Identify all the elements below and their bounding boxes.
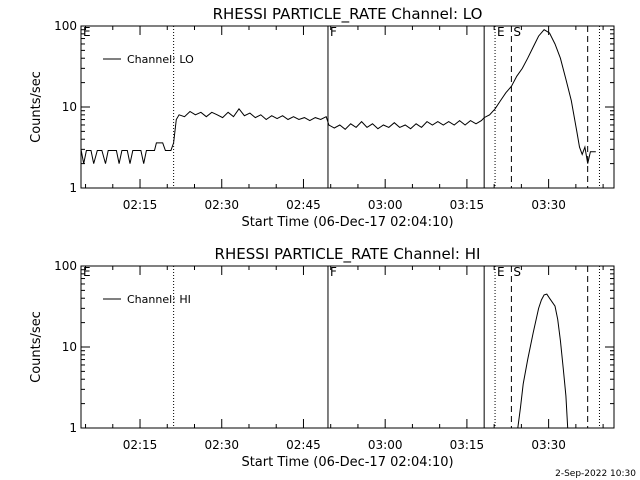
x-tick-label: 02:30: [204, 438, 239, 452]
panel-hi: RHESSI PARTICLE_RATE Channel: HI Counts/s…: [29, 245, 615, 470]
y-tick-label: 100: [54, 259, 77, 273]
x-tick-label: 03:00: [368, 198, 403, 212]
y-tick-label: 1: [69, 421, 77, 435]
legend-entry: Channel: HI: [127, 293, 191, 306]
x-tick-label: 03:15: [450, 198, 485, 212]
x-axis-label: Start Time (06-Dec-17 02:04:10): [241, 455, 453, 470]
x-axis-label: Start Time (06-Dec-17 02:04:10): [241, 215, 453, 230]
x-tick-label: 03:30: [531, 198, 566, 212]
y-tick-label: 10: [62, 100, 77, 114]
y-axis-label: Counts/sec: [29, 71, 44, 143]
x-tick-label: 02:15: [123, 438, 158, 452]
x-tick-label: 03:15: [450, 438, 485, 452]
plot-frame: [80, 25, 615, 189]
marker-label-s: S: [513, 25, 521, 39]
legend-entry: Channel: LO: [127, 53, 194, 66]
panel-lo: RHESSI PARTICLE_RATE Channel: LO Counts/s…: [29, 5, 615, 230]
footer-timestamp: 2-Sep-2022 10:30: [555, 469, 636, 479]
plot-frame: [80, 265, 615, 429]
x-tick-label: 03:30: [531, 438, 566, 452]
marker-label-s: S: [513, 265, 521, 279]
series-line-hi: [517, 293, 569, 429]
x-tick-label: 02:30: [204, 198, 239, 212]
chart-title: RHESSI PARTICLE_RATE Channel: HI: [215, 245, 481, 264]
x-tick-label: 02:45: [286, 438, 321, 452]
marker-label-e: E: [497, 265, 505, 279]
x-tick-label: 02:45: [286, 198, 321, 212]
marker-label-f: F: [330, 25, 337, 39]
x-tick-label: 02:15: [123, 198, 158, 212]
y-tick-label: 1: [69, 181, 77, 195]
x-tick-label: 03:00: [368, 438, 403, 452]
chart-title: RHESSI PARTICLE_RATE Channel: LO: [213, 5, 483, 24]
y-tick-label: 10: [62, 340, 77, 354]
marker-label-e: E: [83, 25, 91, 39]
marker-label-f: F: [330, 265, 337, 279]
marker-label-e: E: [497, 25, 505, 39]
series-line-lo: [80, 29, 596, 164]
marker-label-e: E: [83, 265, 91, 279]
y-axis-label: Counts/sec: [29, 311, 44, 383]
y-tick-label: 100: [54, 19, 77, 33]
